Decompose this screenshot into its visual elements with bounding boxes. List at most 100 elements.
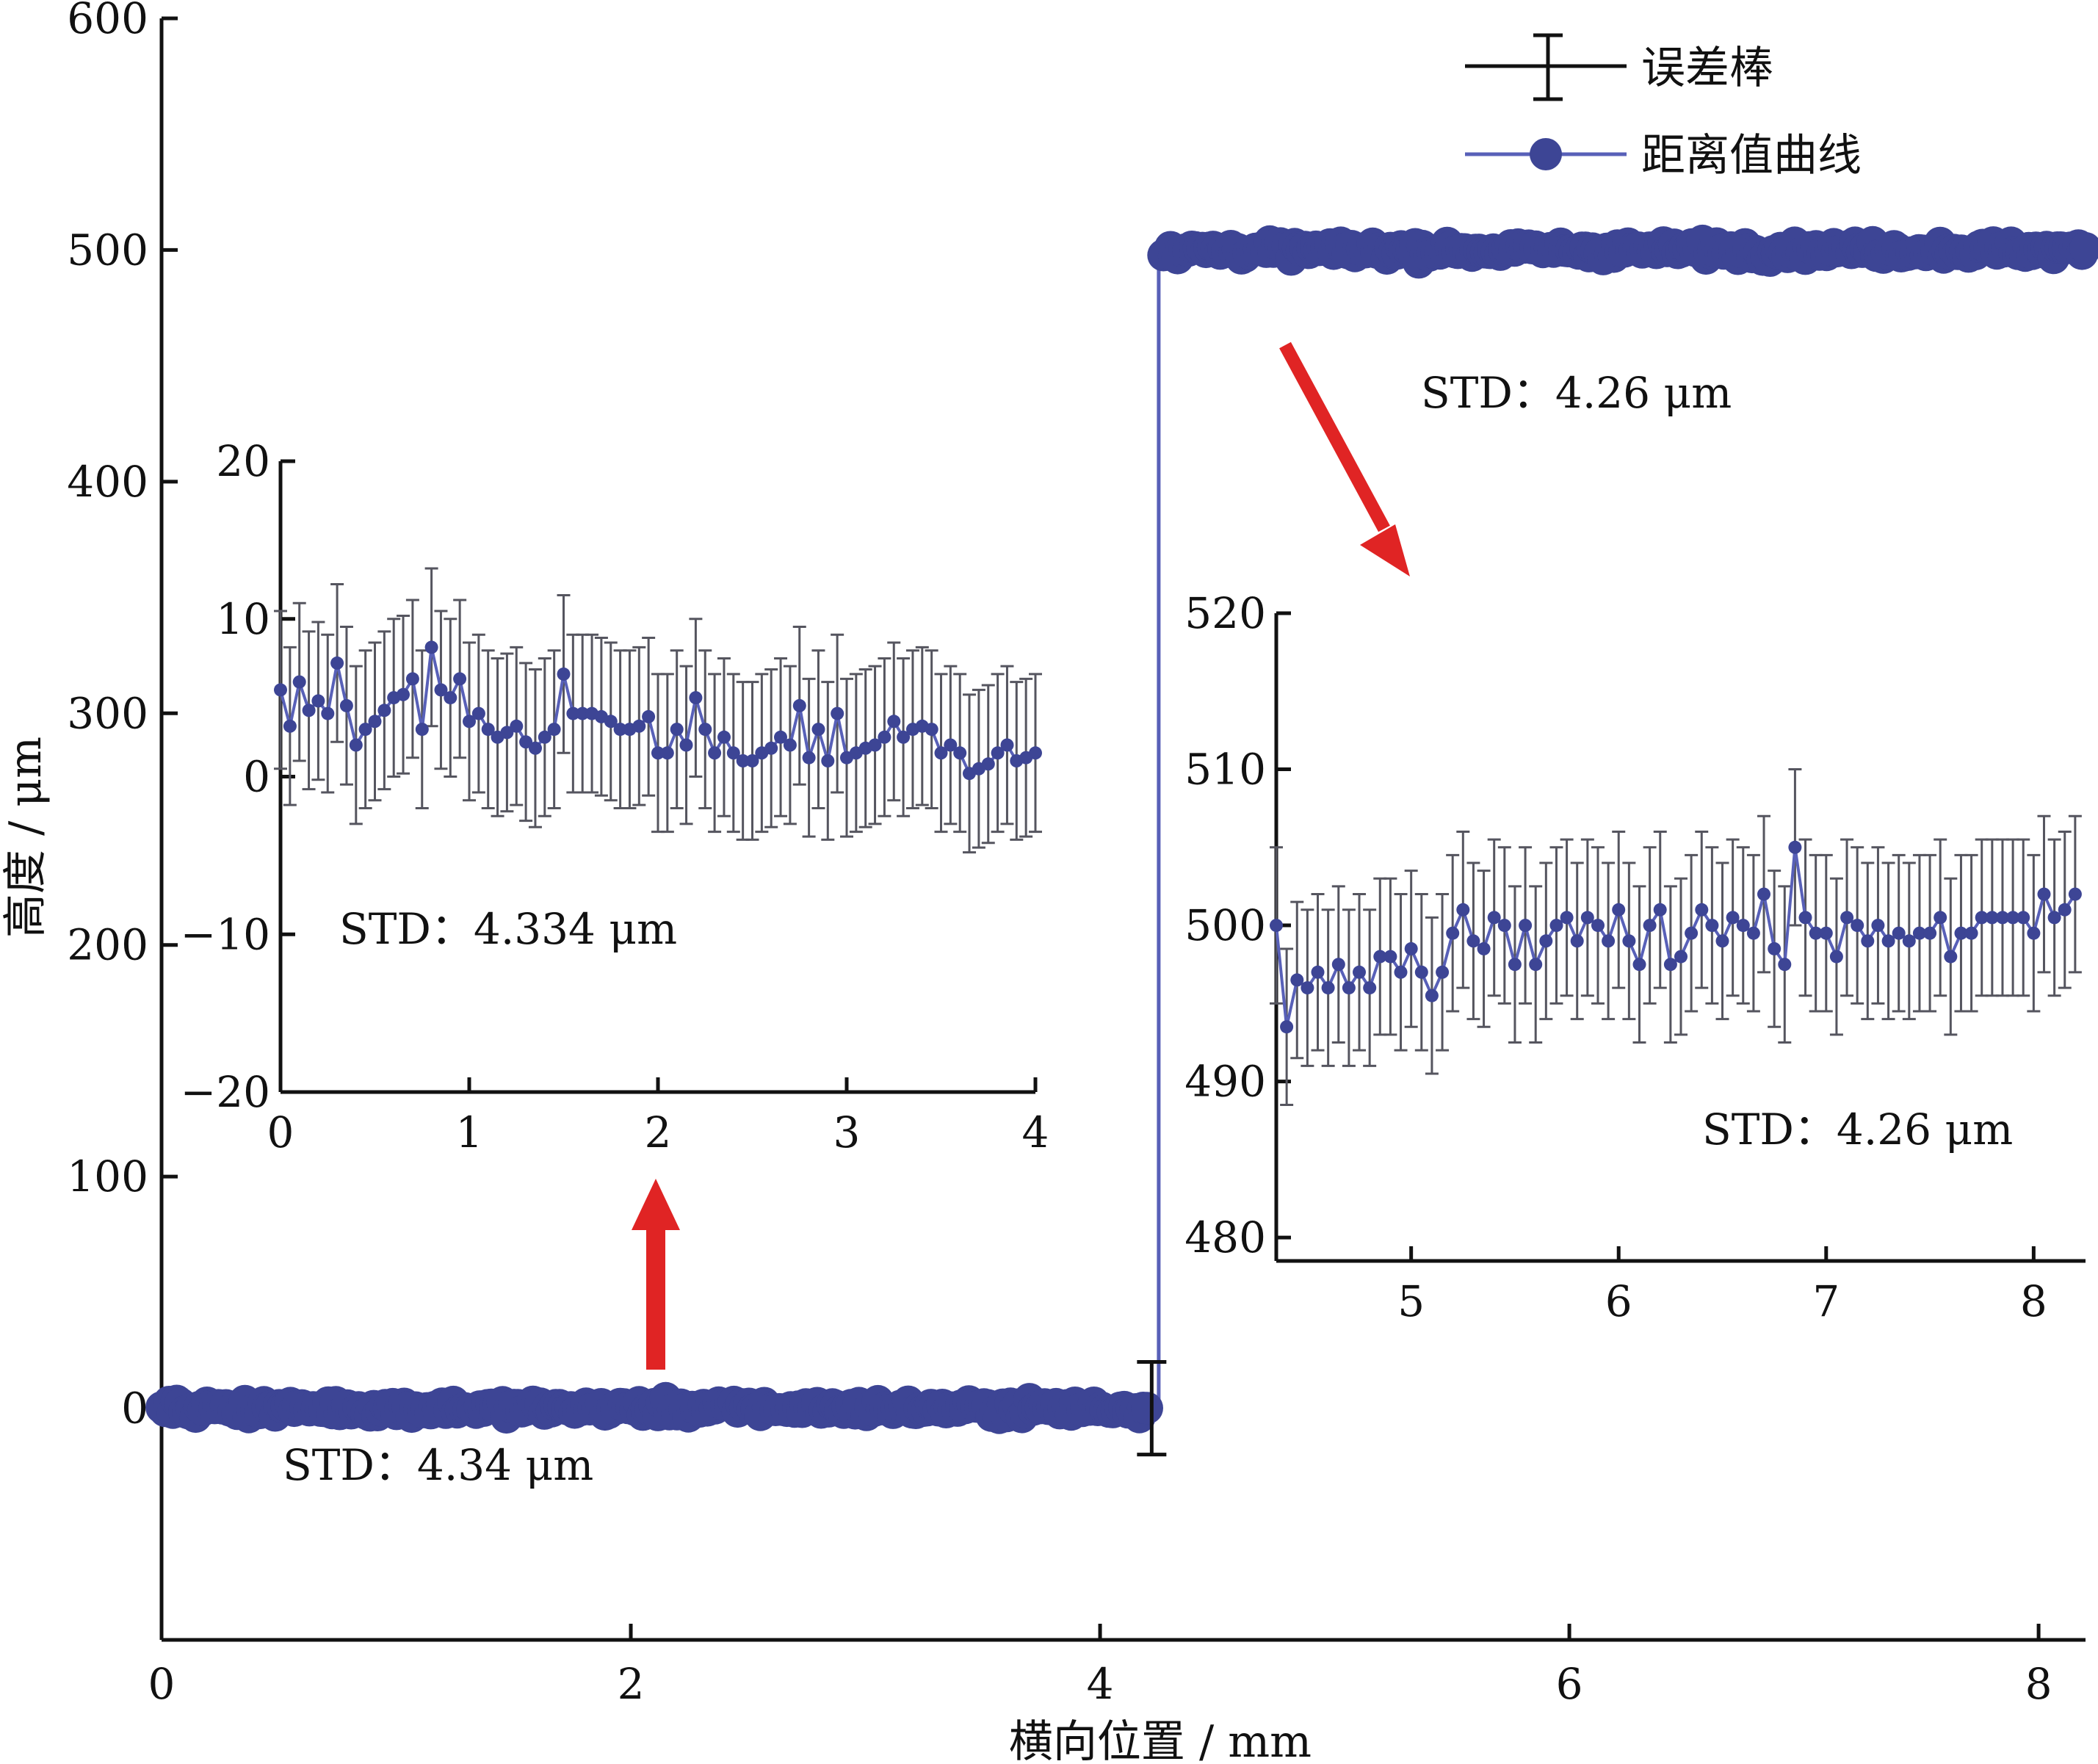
inset-point [1819, 926, 1833, 940]
inset-point [1757, 887, 1770, 901]
inset-point [1653, 903, 1667, 917]
inset-point [274, 683, 287, 697]
inset-point [1539, 934, 1553, 948]
inset-point [1425, 988, 1439, 1002]
inset-point [1570, 934, 1584, 948]
inset-point [547, 723, 561, 737]
y-tick-label: 0 [121, 1384, 148, 1434]
inset-point [651, 746, 665, 760]
inset-point [538, 730, 551, 744]
inset-std-annotation: STD：4.334 μm [339, 904, 677, 954]
inset-point [321, 706, 335, 720]
inset-point [991, 746, 1005, 760]
inset-x-tick-label: 0 [267, 1107, 294, 1157]
inset-point [1643, 919, 1657, 933]
series-point [1131, 1392, 1163, 1425]
inset-point [444, 691, 457, 705]
inset-y-tick-label: 0 [243, 752, 270, 802]
y-tick-label: 100 [67, 1152, 148, 1201]
inset-point [557, 667, 571, 681]
inset-point [1321, 981, 1335, 995]
inset-point [1280, 1020, 1294, 1034]
inset-point [1560, 911, 1574, 925]
inset-point [330, 656, 344, 670]
inset-point [2058, 903, 2072, 917]
inset-point [944, 738, 958, 752]
legend-series-marker [1530, 138, 1562, 170]
inset-point [1477, 941, 1491, 955]
inset-x-tick-label: 3 [833, 1107, 861, 1157]
inset-point [1436, 965, 1450, 979]
inset-y-tick-label: 500 [1184, 900, 1266, 950]
inset-point [1549, 919, 1563, 933]
inset-left-plot: −20 −10 0 10 20 0 1 2 3 4 STD：4.334 μm [181, 436, 1049, 1157]
inset-point [878, 730, 891, 744]
std-annotation-upper: STD：4.26 μm [1421, 368, 1732, 418]
inset-point [1311, 965, 1325, 979]
inset-point [1695, 903, 1709, 917]
inset-point [1591, 919, 1605, 933]
x-tick-label: 0 [148, 1659, 176, 1709]
inset-point [953, 746, 967, 760]
inset-x-tick-label: 2 [645, 1107, 672, 1157]
inset-y-tick-label: 20 [216, 436, 270, 486]
y-tick-label: 400 [67, 457, 148, 507]
inset-point [1768, 941, 1782, 955]
inset-point [302, 704, 316, 717]
inset-point [632, 719, 646, 733]
inset-point [1632, 958, 1646, 972]
inset-point [1270, 919, 1283, 933]
arrow-head [632, 1179, 680, 1230]
inset-point [792, 698, 806, 712]
inset-point [1456, 903, 1470, 917]
x-tick-label: 6 [1556, 1659, 1583, 1709]
inset-point [660, 746, 674, 760]
inset-point [2047, 911, 2061, 925]
inset-point [1404, 941, 1418, 955]
inset-point [1029, 746, 1042, 760]
inset-point [311, 694, 325, 708]
arrow-shaft [1279, 341, 1390, 532]
inset-y-tick-label: 510 [1184, 745, 1266, 795]
inset-point [613, 723, 627, 737]
inset-point [811, 723, 825, 737]
inset-series-line [1275, 847, 2077, 1027]
inset-x-tick-label: 7 [1812, 1276, 1840, 1326]
inset-point [764, 741, 778, 755]
inset-point [1508, 958, 1522, 972]
inset-point [1674, 950, 1688, 964]
inset-point [1881, 934, 1895, 948]
inset-std-annotation: STD：4.26 μm [1702, 1105, 2013, 1154]
inset-point [1934, 911, 1947, 925]
inset-point [831, 706, 844, 720]
inset-point [1622, 934, 1636, 948]
inset-point [1373, 950, 1387, 964]
inset-point [1840, 911, 1854, 925]
inset-x-tick-label: 8 [2020, 1276, 2047, 1326]
inset-point [463, 715, 476, 729]
inset-y-tick-label: −10 [181, 909, 270, 959]
inset-x-tick-label: 6 [1605, 1276, 1632, 1326]
inset-point [453, 672, 467, 686]
inset-point [2068, 887, 2082, 901]
inset-point [821, 754, 835, 767]
inset-point [1353, 965, 1366, 979]
inset-point [934, 746, 948, 760]
inset-point [566, 706, 580, 720]
inset-point [368, 715, 382, 729]
inset-point [1612, 903, 1626, 917]
inset-point [2027, 926, 2041, 940]
inset-point [1996, 911, 2009, 925]
series-markers [1147, 224, 2098, 279]
inset-point [1829, 950, 1843, 964]
y-tick-label: 500 [67, 225, 148, 275]
inset-point [339, 698, 353, 712]
inset-point [1902, 934, 1916, 948]
y-tick-label: 600 [67, 0, 148, 43]
inset-point [1342, 981, 1356, 995]
inset-point [689, 691, 703, 705]
inset-point [283, 719, 297, 733]
x-tick-label: 2 [618, 1659, 645, 1709]
inset-point [1602, 934, 1616, 948]
